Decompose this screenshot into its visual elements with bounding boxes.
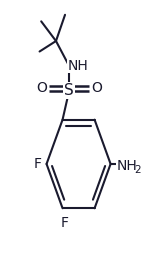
Text: F: F: [60, 216, 68, 230]
Text: 2: 2: [134, 165, 141, 175]
Text: NH: NH: [68, 59, 89, 73]
Text: NH: NH: [117, 159, 137, 173]
Text: O: O: [36, 81, 47, 95]
Text: O: O: [92, 81, 103, 95]
Text: S: S: [64, 83, 74, 98]
Text: F: F: [34, 157, 42, 171]
